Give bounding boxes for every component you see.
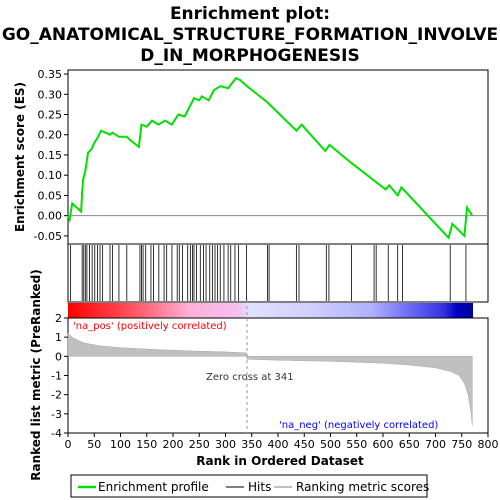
- legend-hits-label: Hits: [248, 480, 271, 494]
- legend-metric-label: Ranking metric scores: [296, 480, 429, 494]
- legend-enrichment-label: Enrichment profile: [98, 480, 209, 494]
- metric-y-tick-label: 1: [55, 331, 62, 344]
- es-y-tick-label: -0.05: [34, 230, 62, 243]
- hit-markers: [70, 245, 467, 301]
- metric-y-ticks: 2 1 0 -1 -2 -3 -4: [51, 312, 68, 440]
- es-panel: [67, 69, 489, 245]
- x-ticks: 0 50 100 150 200 250 300 350 400 450 500 550 600 650 7…: [65, 433, 499, 451]
- x-tick-label: 650: [399, 438, 420, 451]
- es-y-tick-label: 0.20: [38, 129, 63, 142]
- x-tick-label: 100: [110, 438, 131, 451]
- x-tick-label: 50: [87, 438, 101, 451]
- metric-y-tick-label: -1: [51, 370, 62, 383]
- x-tick-label: 550: [346, 438, 367, 451]
- neg-label: 'na_neg' (negatively correlated): [279, 420, 438, 431]
- x-tick-label: 350: [241, 438, 262, 451]
- x-tick-label: 200: [163, 438, 184, 451]
- x-tick-label: 450: [294, 438, 315, 451]
- metric-y-tick-label: -4: [51, 427, 62, 440]
- hits-panel: [67, 243, 489, 303]
- x-tick-label: 500: [320, 438, 341, 451]
- x-tick-label: 150: [136, 438, 157, 451]
- es-y-ticks: 0.35 0.30 0.25 0.20 0.15 0.10 0.05 0.00 -0.05: [34, 68, 68, 243]
- chart-title-line3: D_IN_MORPHOGENESIS: [140, 46, 359, 66]
- x-tick-label: 400: [268, 438, 289, 451]
- x-tick-label: 700: [425, 438, 446, 451]
- legend-box: [70, 474, 428, 498]
- chart-title-line1: Enrichment plot:: [170, 4, 330, 24]
- x-tick-label: 250: [189, 438, 210, 451]
- zero-cross-label: Zero cross at 341: [206, 372, 294, 383]
- es-y-tick-label: 0.35: [38, 68, 63, 81]
- es-y-tick-label: 0.30: [38, 88, 63, 101]
- metric-y-tick-label: 2: [55, 312, 62, 325]
- metric-y-label: Ranked list metric (PreRanked): [29, 269, 43, 481]
- es-y-tick-label: 0.10: [38, 169, 63, 182]
- es-y-tick-label: 0.05: [38, 189, 63, 202]
- x-label: Rank in Ordered Dataset: [196, 454, 364, 468]
- x-tick-label: 0: [65, 438, 72, 451]
- metric-y-tick-label: 0: [55, 350, 62, 363]
- ranking-metric-area: [67, 332, 473, 426]
- metric-y-tick-label: -3: [51, 408, 62, 421]
- metric-panel: [67, 317, 489, 434]
- chart-title-line2: GO_ANATOMICAL_STRUCTURE_FORMATION_INVOLV…: [2, 25, 498, 45]
- x-tick-label: 750: [451, 438, 472, 451]
- x-tick-label: 300: [215, 438, 236, 451]
- es-y-tick-label: 0.25: [38, 109, 63, 122]
- es-y-tick-label: 0.00: [38, 210, 63, 223]
- metric-y-tick-label: -2: [51, 389, 62, 402]
- es-y-label: Enrichment score (ES): [13, 82, 27, 232]
- x-tick-label: 600: [373, 438, 394, 451]
- rank-color-bar: [68, 303, 473, 318]
- enrichment-profile-line: [67, 76, 474, 240]
- x-tick-label: 800: [478, 438, 499, 451]
- pos-label: 'na_pos' (positively correlated): [73, 321, 227, 332]
- es-y-tick-label: 0.15: [38, 149, 63, 162]
